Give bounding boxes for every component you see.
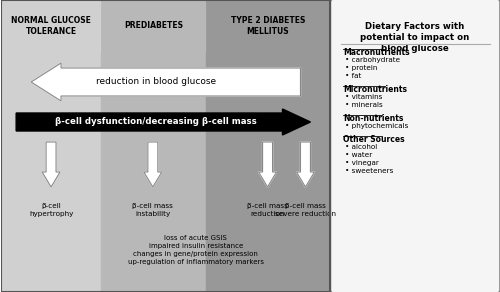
Text: • phytochemicals: • phytochemicals xyxy=(346,123,408,129)
Text: β-cell dysfunction/decreasing β-cell mass: β-cell dysfunction/decreasing β-cell mas… xyxy=(55,117,256,126)
Bar xyxy=(1,0,330,292)
Text: • fat: • fat xyxy=(346,73,362,79)
Text: Micronutrients: Micronutrients xyxy=(344,85,407,94)
FancyArrow shape xyxy=(42,142,60,187)
Text: reduction in blood glucose: reduction in blood glucose xyxy=(96,77,216,86)
Text: • vitamins: • vitamins xyxy=(346,94,383,100)
Text: Other Sources: Other Sources xyxy=(344,135,405,144)
Text: Macronutrients: Macronutrients xyxy=(344,48,410,57)
FancyArrow shape xyxy=(144,142,162,187)
Text: Non-nutrients: Non-nutrients xyxy=(344,114,404,123)
FancyArrow shape xyxy=(31,63,300,101)
Text: • carbohydrate: • carbohydrate xyxy=(346,57,401,63)
Text: • protein: • protein xyxy=(346,65,378,71)
Text: Dietary Factors with
potential to impact on
blood glucose: Dietary Factors with potential to impact… xyxy=(360,22,470,53)
Bar xyxy=(101,0,206,292)
Text: β-cell mass
severe reduction: β-cell mass severe reduction xyxy=(275,203,336,217)
Text: • minerals: • minerals xyxy=(346,102,383,108)
Text: β-cell
hypertrophy: β-cell hypertrophy xyxy=(29,203,74,217)
Text: β-cell mass
reduction: β-cell mass reduction xyxy=(247,203,288,217)
FancyArrow shape xyxy=(16,109,310,135)
Bar xyxy=(2,1,100,52)
Text: • sweeteners: • sweeteners xyxy=(346,168,394,174)
FancyArrow shape xyxy=(258,142,276,187)
FancyArrow shape xyxy=(296,142,314,187)
Text: • vinegar: • vinegar xyxy=(346,160,379,166)
Text: TYPE 2 DIABETES
MELLITUS: TYPE 2 DIABETES MELLITUS xyxy=(231,16,305,36)
Text: • water: • water xyxy=(346,152,372,158)
Text: NORMAL GLUCOSE
TOLERANCE: NORMAL GLUCOSE TOLERANCE xyxy=(11,16,91,36)
Text: PREDIABETES: PREDIABETES xyxy=(124,22,183,30)
Bar xyxy=(102,1,204,52)
Text: loss of acute GSIS
impaired insulin resistance
changes in gene/protein expressio: loss of acute GSIS impaired insulin resi… xyxy=(128,235,264,265)
Bar xyxy=(1,0,101,292)
Text: • alcohol: • alcohol xyxy=(346,144,378,150)
Bar xyxy=(206,1,330,52)
FancyBboxPatch shape xyxy=(330,0,500,292)
Text: β-cell mass
instability: β-cell mass instability xyxy=(132,203,173,217)
Bar xyxy=(206,0,330,292)
